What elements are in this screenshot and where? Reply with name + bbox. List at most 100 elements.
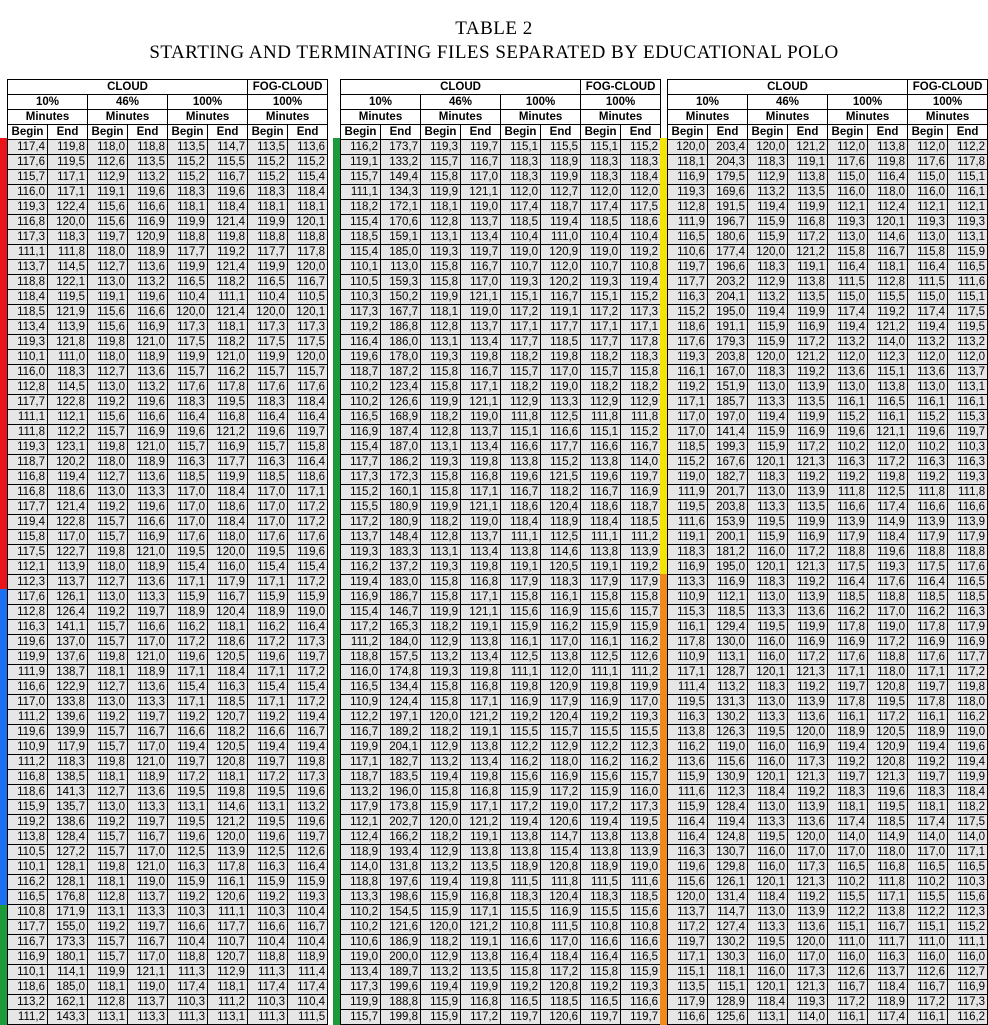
table-row: 113,7 114,7 113,0 113,9 112,2 113,8 112,2 112,3	[667, 904, 988, 920]
table-cell: 111,9	[7, 664, 48, 680]
table-title: TABLE 2	[455, 18, 533, 39]
table-cell: 115,8	[500, 589, 541, 605]
table-cell: 115,7	[87, 619, 128, 635]
table-cell: 117,1	[460, 589, 501, 605]
table-cell: 117,7	[7, 499, 48, 515]
table-cell: 117,5	[907, 559, 949, 575]
table-cell: 116,0	[827, 184, 868, 200]
table-cell: 116,7	[127, 724, 168, 740]
table-cell: 116,5	[7, 889, 48, 905]
table-cell: 116,0	[7, 184, 48, 200]
table-cell: 110,9	[340, 694, 381, 710]
table-cell: 116,0	[907, 184, 949, 200]
table-cell: 117,1	[460, 694, 501, 710]
table-cell: 179,5	[707, 169, 748, 185]
table-cell: 119,5	[620, 814, 662, 830]
table-cell: 119,7	[907, 769, 949, 785]
table-cell: 203,8	[707, 499, 748, 515]
table-cell: 111,5	[500, 874, 541, 890]
table-cell: 119,7	[127, 709, 168, 725]
table-cell: 115,1	[827, 919, 868, 935]
table-cell: 117,8	[947, 154, 988, 170]
table-cell: 118,3	[247, 184, 289, 200]
table-cell: 196,7	[707, 214, 748, 230]
minutes-header: Minutes	[7, 109, 88, 125]
table-cell: 113,7	[460, 424, 501, 440]
table-cell: 110,9	[667, 649, 708, 665]
table-row: 110,6 177,4 120,0 121,2 115,8 116,7 115,8 115,9	[667, 244, 988, 260]
table-cell: 117,3	[287, 634, 329, 650]
table-cell: 116,8	[460, 679, 501, 695]
table-cell: 117,2	[539, 964, 582, 980]
table-cell: 112,0	[827, 139, 868, 155]
table-cell: 119,3	[827, 214, 868, 230]
table-cell: 183,3	[380, 544, 421, 560]
table-cell: 120,5	[539, 559, 582, 575]
table-row: 118,9 193,4 112,9 113,8 113,8 115,4 113,8 113,9	[340, 844, 662, 860]
table-cell: 113,9	[206, 844, 249, 860]
table-cell: 184,0	[380, 634, 421, 650]
table-cell: 113,5	[247, 139, 289, 155]
table-cell: 119,6	[287, 784, 329, 800]
end-header: End	[460, 124, 501, 140]
table-cell: 117,1	[47, 169, 88, 185]
table-cell: 120,6	[539, 1009, 582, 1025]
table-cell: 116,2	[667, 739, 708, 755]
table-cell: 119,3	[907, 214, 949, 230]
table-cell: 117,4	[866, 499, 909, 515]
table-cell: 113,3	[747, 394, 788, 410]
table-cell: 112,7	[87, 364, 128, 380]
table-cell: 119,9	[167, 349, 208, 365]
table-row: 118,7 187,2 115,8 116,7 115,7 117,0 115,7 115,8	[340, 364, 662, 380]
table-cell: 113,9	[787, 799, 828, 815]
table-cell: 120,0	[167, 304, 208, 320]
table-cell: 113,6	[127, 784, 168, 800]
table-cell: 113,3	[747, 919, 788, 935]
table-cell: 121,6	[380, 919, 421, 935]
table-cell: 118,8	[340, 649, 381, 665]
table-cell: 115,8	[420, 169, 461, 185]
table-cell: 119,6	[127, 184, 168, 200]
table-cell: 129,4	[707, 619, 748, 635]
table-cell: 119,9	[420, 499, 461, 515]
table-cell: 119,4	[539, 214, 582, 230]
table-cell: 113,0	[87, 799, 128, 815]
table-cell: 118,8	[247, 949, 289, 965]
table-cell: 110,8	[620, 919, 662, 935]
header-row: Minutes Minutes Minutes Minutes	[7, 109, 329, 125]
table-cell: 115,6	[87, 409, 128, 425]
table-cell: 119,5	[866, 799, 909, 815]
table-cell: 110,3	[340, 289, 381, 305]
table-cell: 116,6	[7, 679, 48, 695]
table-cell: 112,5	[500, 649, 541, 665]
table-row: 115,4 187,0 113,1 113,4 116,6 117,7 116,6 116,7	[340, 439, 662, 455]
table-cell: 115,1	[866, 364, 909, 380]
table-cell: 117,1	[460, 799, 501, 815]
table-cell: 119,0	[866, 619, 909, 635]
table-cell: 116,3	[247, 454, 289, 470]
table-cell: 112,1	[827, 199, 868, 215]
table-cell: 124,8	[707, 829, 748, 845]
table-cell: 117,3	[620, 799, 662, 815]
table-cell: 116,0	[747, 859, 788, 875]
table-cell: 116,9	[620, 484, 662, 500]
table-cell: 112,8	[7, 604, 48, 620]
table-cell: 116,7	[127, 829, 168, 845]
table-cell: 119,8	[947, 679, 988, 695]
table-row: 112,1 202,7 120,0 121,2 119,4 120,6 119,4 119,5	[340, 814, 662, 830]
group-color-bar	[660, 573, 667, 1025]
table-cell: 118,0	[87, 139, 128, 155]
table-row: 117,7 122,8 119,2 119,6 118,3 119,5 118,3 118,4	[7, 394, 329, 410]
table-cell: 199,8	[380, 1009, 421, 1025]
table-cell: 119,2	[907, 754, 949, 770]
table-cell: 112,8	[420, 319, 461, 335]
table-cell: 118,4	[287, 394, 329, 410]
table-cell: 113,3	[127, 694, 168, 710]
table-cell: 119,0	[500, 244, 541, 260]
table-cell: 112,2	[947, 139, 988, 155]
table-cell: 117,0	[7, 694, 48, 710]
table-cell: 116,5	[167, 274, 208, 290]
table-cell: 116,2	[907, 604, 949, 620]
table-cell: 119,2	[87, 394, 128, 410]
table-cell: 122,4	[47, 199, 88, 215]
